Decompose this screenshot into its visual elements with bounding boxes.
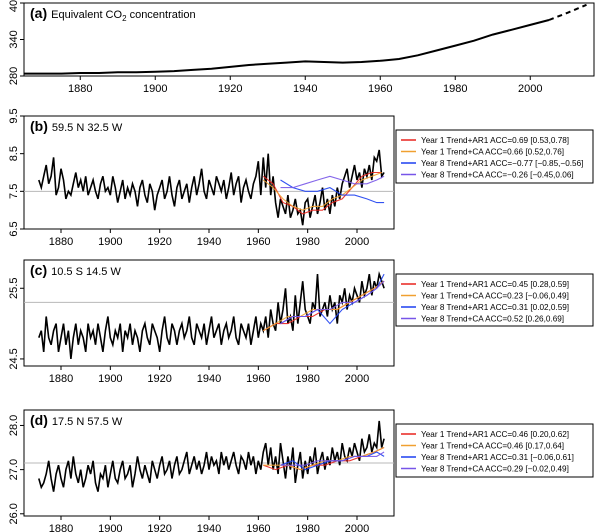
legend-box (395, 129, 594, 184)
panel-letter: (c) (30, 262, 47, 278)
x-tick-label: 1940 (293, 83, 317, 95)
y-tick-label: 27.0 (8, 459, 20, 480)
forecast-line-3 (280, 175, 385, 189)
y-tick-label: 280 (8, 67, 20, 85)
legend-label: Year 8 Trend+AR1 ACC=−0.77 [−0.85,−0.56] (421, 159, 583, 168)
panel-title-suffix: concentration (127, 9, 196, 21)
y-tick-label: 26.0 (8, 503, 20, 524)
panel-letter: (b) (30, 118, 48, 134)
series-line-projection (548, 3, 587, 21)
forecast-line-2 (280, 179, 385, 204)
x-tick-label: 1960 (246, 523, 270, 532)
x-tick-label: 2000 (345, 373, 369, 385)
legend-b: Year 1 Trend+AR1 ACC=0.69 [0.53,0.78] Yea… (395, 129, 594, 184)
x-tick-label: 1940 (197, 523, 221, 532)
panel-title-text: 59.5 N 32.5 W (52, 122, 123, 134)
y-tick-label: 25.5 (8, 278, 20, 299)
panel-c: 1880 1900 1920 1940 1960 1980 2000 24.5 25.5 (c) 1… (8, 259, 395, 385)
x-tick-label: 1920 (218, 83, 242, 95)
observed-line (38, 270, 385, 359)
x-tick-label: 2000 (345, 236, 369, 248)
legend-label: Year 1 Trend+CA ACC=0.66 [0.52,0.76] (421, 148, 564, 157)
panel-title: (a) Equivalent CO2 concentration (30, 5, 196, 23)
observed-line (38, 420, 385, 492)
legend-label: Year 8 Trend+CA ACC=0.52 [0.26,0.69] (421, 315, 564, 324)
legend-box (395, 273, 594, 327)
panel-title: (b) 59.5 N 32.5 W (30, 118, 123, 134)
legend-label: Year 1 Trend+CA ACC=0.46 [0.17,0.64] (421, 442, 564, 451)
x-tick-label: 1880 (49, 236, 73, 248)
legend-box (395, 423, 594, 478)
observed-line (38, 149, 385, 226)
x-tick-label: 2000 (518, 83, 542, 95)
x-tick-label: 1880 (49, 373, 73, 385)
legend-d: Year 1 Trend+AR1 ACC=0.46 [0.20,0.62] Yea… (395, 423, 594, 478)
x-tick-label: 2000 (345, 523, 369, 532)
panel-b: 1880 1900 1920 1940 1960 1980 2000 6.5 7.5 8.5 9.5… (8, 108, 395, 248)
forecast-line-3 (280, 451, 385, 466)
x-tick-label: 1980 (443, 83, 467, 95)
y-tick-label: 340 (8, 30, 20, 48)
x-tick-label: 1880 (49, 523, 73, 532)
panel-title-text: Equivalent CO (51, 9, 122, 21)
legend-label: Year 1 Trend+AR1 ACC=0.69 [0.53,0.78] (421, 136, 569, 145)
x-tick-label: 1900 (98, 373, 122, 385)
x-tick-label: 1980 (295, 373, 319, 385)
series-line-observed (24, 19, 550, 75)
y-tick-label: 6.5 (8, 221, 20, 236)
y-tick-label: 24.5 (8, 348, 20, 369)
x-tick-label: 1920 (147, 236, 171, 248)
panel-title-text: 17.5 N 57.5 W (52, 416, 123, 428)
legend-label: Year 8 Trend+CA ACC=−0.26 [−0.45,0.06] (421, 171, 574, 180)
x-tick-label: 1960 (246, 236, 270, 248)
y-tick-label: 9.5 (8, 108, 20, 123)
forecast-line-3 (280, 280, 385, 325)
panel-letter: (a) (30, 5, 47, 21)
x-tick-label: 1900 (98, 523, 122, 532)
x-tick-label: 1940 (197, 236, 221, 248)
forecast-line-1 (262, 171, 382, 211)
x-tick-label: 1880 (68, 83, 92, 95)
panel-title: (d) 17.5 N 57.5 W (30, 412, 123, 428)
panel-title-subscript: 2 (122, 14, 127, 23)
x-tick-label: 1920 (147, 373, 171, 385)
y-tick-label: 28.0 (8, 415, 20, 436)
legend-label: Year 8 Trend+AR1 ACC=0.31 [−0.06,0.61] (421, 453, 574, 462)
x-tick-label: 1940 (197, 373, 221, 385)
y-tick-label: 7.5 (8, 184, 20, 199)
x-tick-label: 1960 (246, 373, 270, 385)
panel-title: (c) 10.5 S 14.5 W (30, 262, 121, 278)
x-tick-label: 1900 (143, 83, 167, 95)
forecast-line-0 (262, 171, 382, 215)
y-tick-label: 400 (8, 0, 20, 12)
legend-label: Year 1 Trend+CA ACC=0.23 [−0.06,0.49] (421, 292, 569, 301)
panel-title-text: 10.5 S 14.5 W (51, 266, 121, 278)
x-tick-label: 1980 (295, 523, 319, 532)
panel-letter: (d) (30, 412, 48, 428)
x-tick-label: 1980 (295, 236, 319, 248)
legend-label: Year 1 Trend+AR1 ACC=0.46 [0.20,0.62] (421, 430, 569, 439)
x-tick-label: 1960 (368, 83, 392, 95)
legend-label: Year 8 Trend+AR1 ACC=0.31 [0.02,0.59] (421, 303, 569, 312)
x-tick-label: 1900 (98, 236, 122, 248)
x-tick-label: 1920 (147, 523, 171, 532)
y-tick-label: 8.5 (8, 146, 20, 161)
legend-c: Year 1 Trend+AR1 ACC=0.45 [0.28,0.59] Yea… (395, 273, 594, 327)
panel-a: 1880 1900 1920 1940 1960 1980 2000 280 340 400 (a)… (8, 0, 595, 95)
legend-label: Year 1 Trend+AR1 ACC=0.45 [0.28,0.59] (421, 280, 569, 289)
panel-d: 1880 1900 1920 1940 1960 1980 2000 26.0 27.0 28.0… (8, 409, 395, 532)
legend-label: Year 8 Trend+CA ACC=0.29 [−0.02,0.49] (421, 465, 569, 474)
